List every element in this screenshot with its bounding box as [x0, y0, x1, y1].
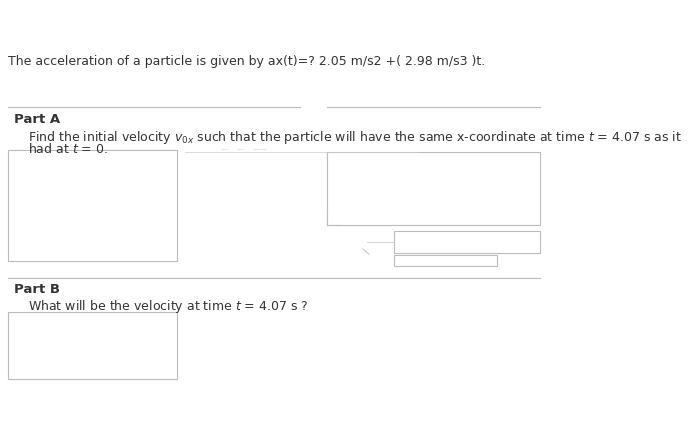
FancyBboxPatch shape — [394, 231, 540, 253]
Text: —    —    ——: — — —— — [221, 146, 267, 152]
FancyBboxPatch shape — [394, 255, 497, 266]
Text: had at $t$ = 0.: had at $t$ = 0. — [28, 142, 107, 156]
Text: Part B: Part B — [15, 282, 60, 296]
Text: Part A: Part A — [15, 113, 60, 126]
FancyBboxPatch shape — [327, 152, 540, 225]
Text: Find the initial velocity $v_{0x}$ such that the particle will have the same x-c: Find the initial velocity $v_{0x}$ such … — [28, 129, 682, 146]
Text: The acceleration of a particle is given by ax(t)=? 2.05 m/s2 +( 2.98 m/s3 )t.: The acceleration of a particle is given … — [8, 56, 485, 68]
FancyBboxPatch shape — [8, 150, 177, 261]
Text: What will be the velocity at time $t$ = 4.07 s ?: What will be the velocity at time $t$ = … — [28, 298, 308, 315]
FancyBboxPatch shape — [8, 312, 177, 379]
